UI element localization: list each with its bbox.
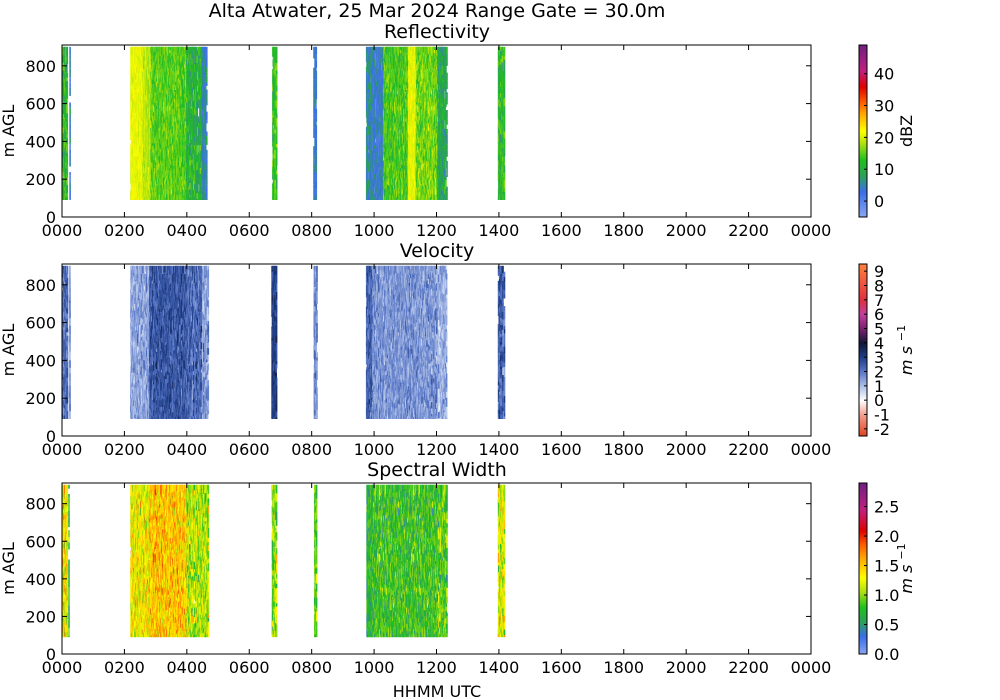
panel-title: Reflectivity (384, 21, 490, 43)
echo-cell (67, 90, 69, 99)
echo-cell (67, 134, 69, 138)
echo-cell (69, 183, 71, 191)
echo-cell (67, 157, 69, 165)
echo-cell (67, 175, 69, 178)
echo-cell (69, 108, 71, 115)
echo-cell (69, 138, 71, 144)
echo-cell (69, 88, 71, 96)
echo-cell (67, 123, 69, 127)
echo-cell (67, 119, 69, 123)
echo-cell (67, 78, 69, 81)
figure-xlabel: HHMM UTC (393, 682, 481, 700)
echo-cell (69, 144, 71, 149)
echo-cells (62, 47, 505, 200)
figure-title: Alta Atwater, 25 Mar 2024 Range Gate = 3… (209, 0, 666, 22)
echo-cell (69, 162, 71, 167)
echo-cell (67, 104, 69, 114)
echo-cell (69, 77, 71, 83)
echo-cell (69, 103, 71, 108)
echo-cell (67, 54, 69, 58)
echo-cell (69, 175, 71, 182)
echo-cell (69, 154, 71, 161)
echo-cell (67, 169, 69, 175)
echo-cell (67, 185, 69, 193)
echo-cell (67, 73, 69, 78)
echo-cell (69, 60, 71, 68)
echo-cell (69, 191, 71, 200)
echo-cell (69, 68, 71, 77)
echo-cell (67, 165, 69, 169)
echo-cell (67, 81, 69, 90)
echo-cell (69, 149, 71, 154)
echo-cell (67, 130, 69, 134)
echo-cell (69, 47, 71, 56)
echo-cell (69, 172, 71, 175)
echo-cell (67, 58, 69, 64)
echo-cell (67, 47, 69, 54)
echo-cell (69, 83, 71, 88)
echo-cell (69, 115, 71, 124)
radar-figure: Alta Atwater, 25 Mar 2024 Range Gate = 3… (0, 0, 1000, 700)
echo-cell (69, 124, 71, 131)
echo-cell (143, 173, 145, 177)
echo-cell (67, 113, 69, 118)
echo-cell (67, 127, 69, 131)
echo-cell (69, 131, 71, 139)
echo-cell (67, 193, 69, 197)
echo-cell (67, 197, 69, 200)
echo-cell (67, 153, 69, 156)
echo-cell (69, 55, 71, 60)
echo-cell (67, 144, 69, 154)
